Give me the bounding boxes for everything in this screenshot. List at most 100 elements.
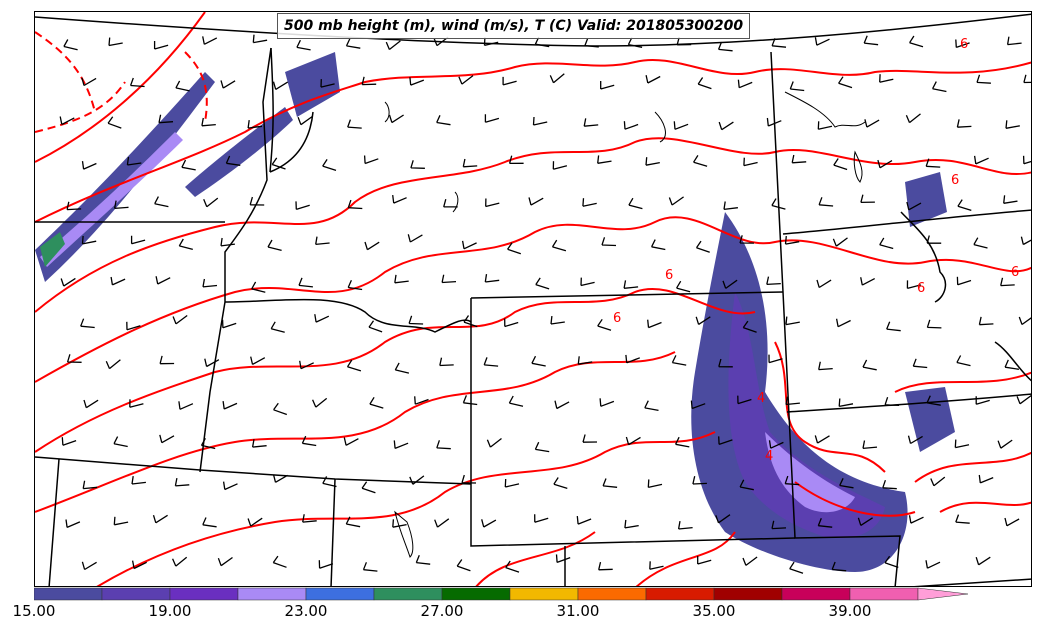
wind-barb	[1003, 195, 1018, 204]
wind-barb	[247, 517, 263, 527]
wind-barb	[202, 278, 218, 288]
wind-barb	[912, 358, 928, 369]
wind-barb	[623, 280, 639, 289]
wind-barb	[697, 556, 712, 565]
wind-barb	[908, 515, 924, 524]
wind-barb	[739, 479, 754, 491]
wind-barb	[456, 559, 471, 572]
wind-barb	[504, 478, 520, 488]
wind-barb	[204, 358, 220, 368]
wind-barb	[784, 475, 800, 486]
wind-barb	[1018, 316, 1031, 326]
wind-barb	[461, 474, 477, 484]
wind-barb	[222, 481, 238, 491]
colorbar-segment	[373, 587, 443, 601]
wind-barb	[407, 234, 423, 243]
wind-barb	[818, 197, 834, 207]
wind-barb	[973, 237, 988, 249]
wind-barb	[722, 279, 738, 289]
wind-barb	[531, 355, 546, 367]
wind-barb	[599, 398, 615, 407]
wind-barb	[392, 195, 407, 204]
wind-barb	[718, 436, 733, 446]
wind-barb	[857, 517, 873, 526]
wind-barb	[550, 316, 565, 325]
wind-barb	[361, 76, 377, 86]
wind-barb	[298, 277, 313, 288]
wind-barb	[221, 319, 237, 329]
wind-barb	[555, 554, 571, 564]
wind-barb	[315, 236, 330, 246]
wind-barb	[580, 277, 595, 287]
wind-barb	[832, 237, 848, 247]
wind-barb	[926, 395, 941, 406]
wind-barb	[884, 555, 899, 569]
wind-barb	[976, 74, 991, 84]
wind-barb	[785, 396, 800, 406]
wind-barb	[671, 355, 687, 366]
wind-barb	[318, 560, 334, 569]
wind-barb	[126, 321, 141, 331]
wind-barb	[362, 562, 378, 572]
wind-barb	[267, 239, 282, 252]
wind-barb	[863, 35, 879, 46]
wind-barb	[251, 439, 267, 448]
wind-barb	[301, 435, 317, 447]
wind-barb	[817, 121, 833, 130]
wind-barb	[129, 77, 145, 88]
wind-barb	[113, 200, 129, 210]
colorbar-segment	[441, 587, 511, 601]
wind-barb	[602, 478, 618, 488]
wind-barb	[181, 159, 196, 171]
wind-barb	[553, 477, 568, 490]
wind-barb	[739, 235, 755, 244]
wind-barb	[1004, 359, 1019, 370]
wind-barb	[66, 354, 82, 363]
wind-barb	[408, 315, 424, 325]
wind-barb	[742, 556, 758, 566]
wind-barb	[600, 81, 615, 90]
wind-barb	[784, 236, 800, 245]
wind-barb	[647, 319, 662, 329]
wind-barb	[838, 398, 854, 408]
map-panel: 6 6 6 6 6 6 4 4	[34, 11, 1032, 587]
wind-barb	[201, 117, 216, 127]
wind-barb	[597, 155, 612, 164]
wind-barb	[789, 561, 804, 574]
wind-barb	[462, 395, 478, 406]
wind-barb	[220, 80, 236, 89]
wind-barb	[534, 514, 549, 523]
wind-barb	[814, 435, 830, 444]
wind-speed-colorbar	[34, 587, 969, 601]
wind-barb	[884, 396, 900, 407]
wind-barb	[552, 161, 568, 170]
contour-labels: 6 6 6 6 6 6 4 4	[613, 37, 1019, 464]
wind-barb	[766, 276, 781, 286]
wind-barb	[486, 437, 502, 448]
colorbar-segment	[34, 587, 103, 601]
wind-barb	[443, 199, 458, 208]
wind-barb	[673, 121, 689, 130]
wind-barbs	[59, 34, 1031, 574]
wind-barb	[158, 114, 174, 124]
wind-barb	[130, 235, 146, 245]
wind-barb	[61, 437, 77, 446]
wind-barb	[597, 318, 612, 331]
colorbar-segment	[577, 587, 647, 601]
wind-barb	[925, 158, 941, 168]
wind-barb	[159, 355, 175, 365]
wind-barb	[60, 277, 76, 287]
wind-barb	[154, 196, 169, 208]
wind-barb	[768, 354, 783, 364]
wind-barb	[66, 201, 82, 211]
wind-barb	[252, 34, 268, 44]
wind-barb	[507, 242, 522, 255]
wind-barb	[954, 439, 970, 449]
wind-barb	[320, 79, 335, 88]
wind-barb	[690, 400, 706, 410]
wind-barb	[271, 157, 286, 170]
wind-barb	[768, 440, 784, 449]
wind-barb	[363, 155, 379, 165]
wind-barb	[249, 196, 265, 206]
wind-barb	[131, 476, 146, 485]
